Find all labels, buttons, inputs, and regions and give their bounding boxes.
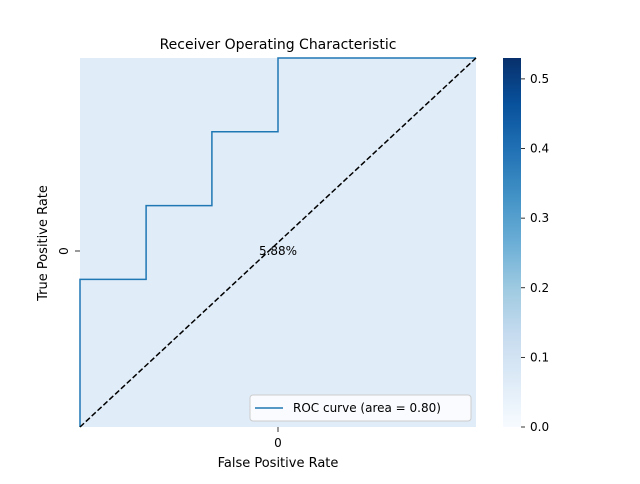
colorbar-ticks: 0.0 0.1 0.2 0.3 0.4 0.5	[521, 72, 549, 434]
heatmap-cell-annotation: 5.88%	[259, 244, 297, 258]
colorbar-tick-label: 0.3	[530, 211, 549, 225]
colorbar: 0.0 0.1 0.2 0.3 0.4 0.5	[503, 58, 549, 434]
colorbar-tick-label: 0.0	[530, 420, 549, 434]
colorbar-tick-label: 0.2	[530, 281, 549, 295]
chance-diagonal-line	[79, 57, 477, 428]
colorbar-tick-label: 0.4	[530, 142, 549, 156]
x-tick-label: 0	[274, 436, 282, 450]
y-tick-label: 0	[57, 247, 71, 255]
roc-lines	[79, 57, 477, 428]
colorbar-gradient	[503, 58, 521, 427]
legend: ROC curve (area = 0.80)	[249, 394, 472, 422]
colorbar-tick-label: 0.1	[530, 350, 549, 364]
x-axis-label: False Positive Rate	[218, 456, 339, 471]
roc-curve-line	[79, 57, 476, 427]
chart-title: Receiver Operating Characteristic	[160, 37, 397, 53]
y-axis-label: True Positive Rate	[36, 185, 51, 302]
legend-box	[249, 394, 472, 422]
legend-label: ROC curve (area = 0.80)	[293, 401, 441, 415]
colorbar-tick-label: 0.5	[530, 72, 549, 86]
